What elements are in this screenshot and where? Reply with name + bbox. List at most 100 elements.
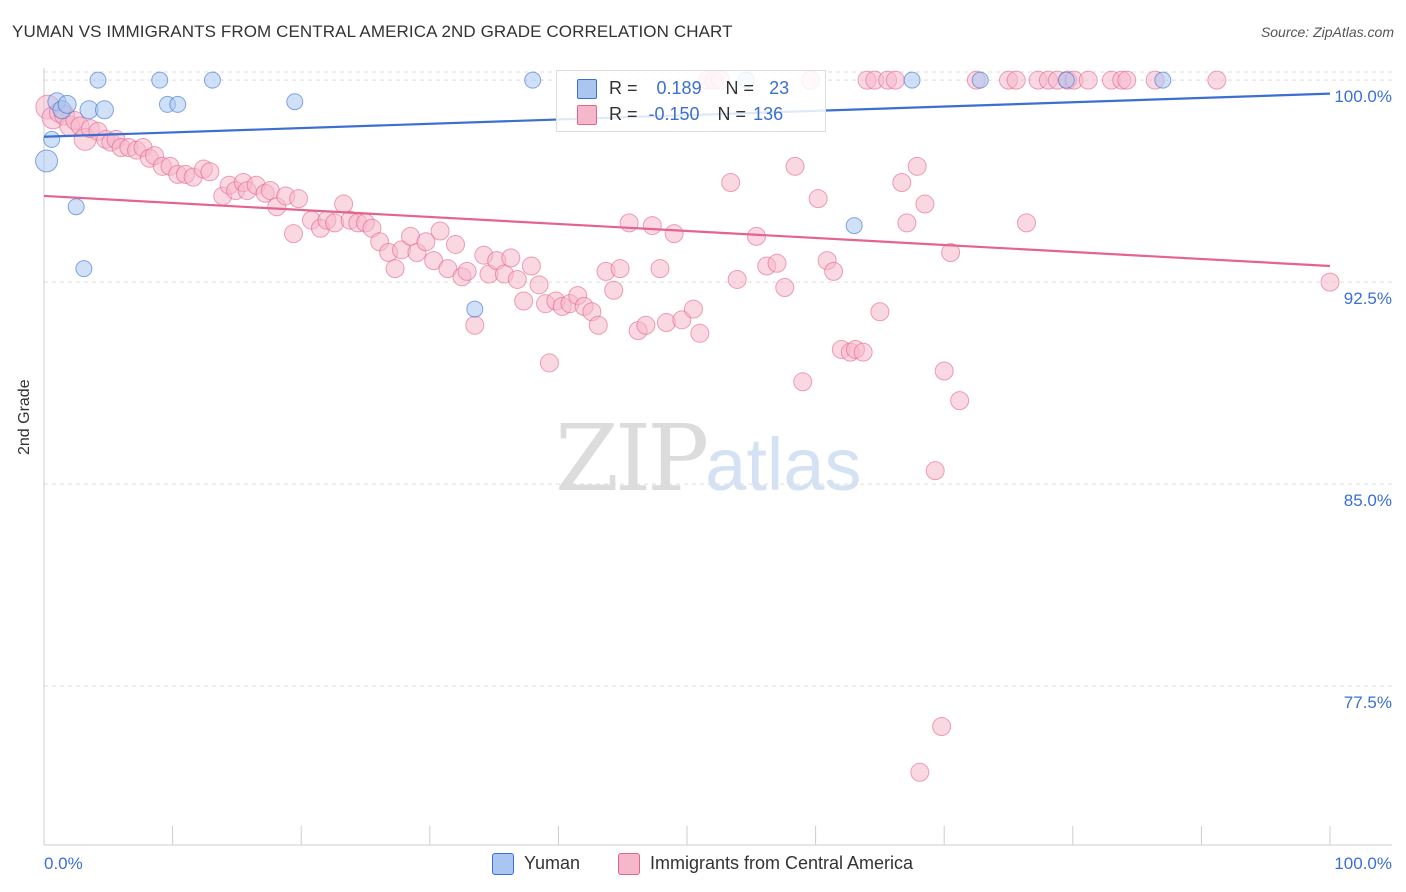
immigrants-point: [932, 717, 952, 737]
x-tick-label: 0.0%: [44, 854, 83, 873]
bottom-legend-label-immigrants: Immigrants from Central America: [650, 853, 914, 873]
immigrants-point: [915, 194, 935, 214]
immigrants-point: [501, 248, 521, 268]
immigrants-point: [424, 251, 444, 271]
yuman-point: [1154, 71, 1172, 89]
immigrants-point: [1006, 70, 1026, 90]
immigrants-point: [1078, 70, 1098, 90]
watermark: ZIPatlas: [555, 405, 861, 512]
immigrants-point: [785, 156, 805, 176]
legend-r-label: R =: [609, 104, 638, 124]
y-tick-label: 100.0%: [1334, 87, 1392, 106]
immigrants-point: [636, 315, 656, 335]
immigrants-point: [910, 762, 930, 782]
immigrants-point: [1117, 70, 1137, 90]
legend-n-label: N =: [717, 104, 747, 124]
watermark-zip: ZIP: [555, 405, 709, 512]
yuman-point: [57, 94, 77, 114]
immigrants-point: [664, 224, 684, 244]
immigrants-point: [793, 372, 813, 392]
yuman-point: [35, 149, 59, 173]
immigrants-point: [325, 213, 345, 233]
chart-title: YUMAN VS IMMIGRANTS FROM CENTRAL AMERICA…: [12, 22, 733, 41]
immigrants-point: [892, 172, 912, 192]
legend-n-label: N =: [725, 78, 755, 98]
immigrants-point: [446, 234, 466, 254]
yuman-point: [524, 71, 542, 89]
yuman-point: [169, 95, 187, 113]
legend-swatch-yuman: [577, 79, 597, 99]
legend-n-value: 23: [769, 78, 790, 98]
legend-text-yuman: R = 0.189 N = 23: [609, 78, 789, 99]
immigrants-point: [934, 361, 954, 381]
immigrants-point: [950, 391, 970, 411]
immigrants-trend-line: [43, 194, 1331, 268]
immigrants-point: [941, 243, 961, 263]
immigrants-point: [721, 172, 741, 192]
watermark-atlas: atlas: [705, 423, 862, 506]
immigrants-point: [1320, 272, 1340, 292]
immigrants-point: [690, 323, 710, 343]
immigrants-point: [507, 269, 527, 289]
bottom-legend-label-yuman: Yuman: [524, 853, 581, 873]
immigrants-point: [870, 302, 890, 322]
immigrants-point: [334, 194, 354, 214]
y-tick-label: 92.5%: [1344, 289, 1392, 308]
tick-label-layer: 77.5% 85.0% 92.5% 100.0% 0.0% 100.0%: [44, 87, 1392, 873]
immigrants-point: [642, 216, 662, 236]
y-tick-label: 77.5%: [1344, 693, 1392, 712]
immigrants-point: [1207, 70, 1227, 90]
yuman-point: [151, 71, 169, 89]
immigrants-point: [385, 259, 405, 279]
immigrants-point: [925, 461, 945, 481]
axis-layer: [43, 68, 1392, 846]
immigrants-point: [767, 253, 787, 273]
immigrants-point: [885, 70, 905, 90]
yuman-point: [971, 71, 989, 89]
immigrants-point: [746, 226, 766, 246]
grid-layer: [44, 71, 1392, 687]
immigrants-point: [650, 259, 670, 279]
immigrants-point: [588, 315, 608, 335]
immigrants-point: [824, 261, 844, 281]
bottom-legend-swatch-yuman: [492, 853, 514, 875]
immigrants-point: [808, 189, 828, 209]
legend-r-value: 0.189: [656, 78, 702, 98]
immigrants-point: [656, 313, 676, 333]
immigrants-point: [727, 269, 747, 289]
immigrants-point: [416, 232, 436, 252]
immigrants-point: [897, 213, 917, 233]
stats-legend: R = 0.189 N = 23 R = -0.150 N = 136: [556, 70, 826, 132]
bottom-legend-swatch-immigrants: [618, 853, 640, 875]
immigrants-point: [430, 221, 450, 241]
yuman-point: [203, 71, 221, 89]
immigrants-point: [457, 261, 477, 281]
immigrants-point: [775, 278, 795, 298]
yuman-point: [466, 300, 484, 318]
yuman-point: [89, 71, 107, 89]
immigrants-point: [604, 280, 624, 300]
immigrants-point: [438, 259, 458, 279]
immigrants-point: [539, 353, 559, 373]
legend-swatch-immigrants: [577, 105, 597, 125]
immigrants-point: [683, 299, 703, 319]
yuman-point: [94, 100, 114, 120]
immigrants-point: [907, 156, 927, 176]
immigrants-point: [853, 342, 873, 362]
yuman-point: [43, 130, 61, 148]
yuman-point: [903, 71, 921, 89]
immigrants-point: [1017, 213, 1037, 233]
immigrants-point: [514, 291, 534, 311]
legend-r-value: -0.150: [648, 104, 700, 124]
yuman-point: [286, 93, 304, 111]
legend-n-value: 136: [753, 104, 784, 124]
legend-text-immigrants: R = -0.150 N = 136: [609, 104, 783, 125]
source-label: Source: ZipAtlas.com: [1260, 24, 1394, 40]
legend-r-label: R =: [609, 78, 638, 98]
yuman-point: [75, 260, 93, 278]
immigrants-point: [529, 275, 549, 295]
yuman-point: [845, 217, 863, 235]
immigrants-point: [521, 256, 541, 276]
yuman-point: [67, 198, 85, 216]
